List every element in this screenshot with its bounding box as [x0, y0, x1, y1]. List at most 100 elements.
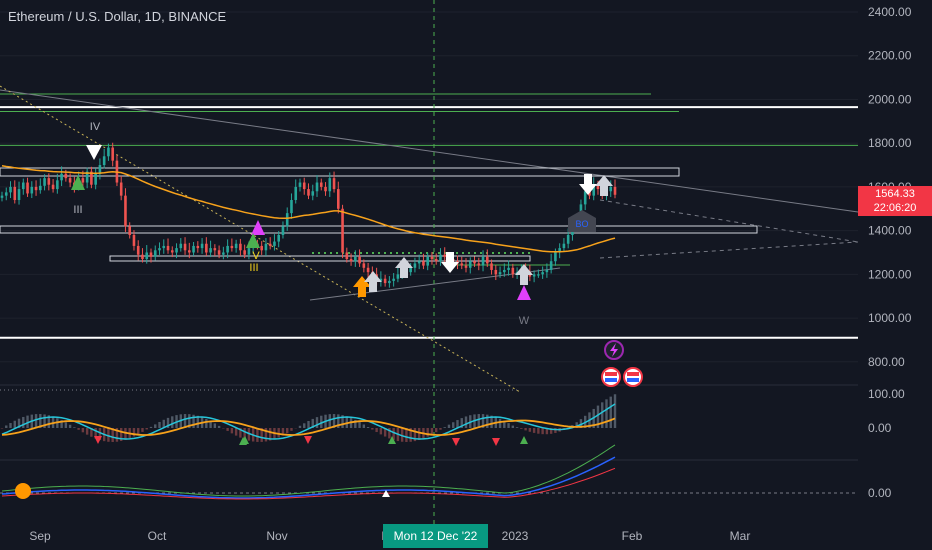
- osc1-histogram-bar: [154, 424, 157, 428]
- price-axis[interactable]: 2400.002200.002000.001800.001600.001400.…: [868, 5, 912, 500]
- price-tick-label: 800.00: [868, 355, 905, 369]
- candle-body: [145, 252, 149, 260]
- candle-body: [111, 147, 114, 161]
- candle-body: [234, 243, 238, 249]
- osc1-histogram-bar: [341, 415, 344, 428]
- osc1-histogram-bar: [205, 419, 208, 428]
- last-price: 1564.33: [875, 188, 915, 200]
- osc1-signal-triangle-icon: [304, 436, 312, 444]
- candle-body: [413, 263, 417, 268]
- sell-arrow-icon: [579, 174, 597, 195]
- osc1-histogram-bar: [579, 419, 583, 428]
- osc1-histogram-bar: [315, 417, 319, 428]
- osc1-histogram-bar: [26, 415, 29, 428]
- horizontal-levels: [0, 93, 858, 339]
- osc1-histogram-bar: [90, 428, 93, 437]
- osc2-line-2: [1, 456, 616, 499]
- candle-body: [26, 182, 29, 194]
- time-tick-label: Nov: [266, 529, 287, 543]
- osc1-histogram-bar: [609, 396, 612, 428]
- candle-body: [196, 245, 200, 249]
- osc1-histogram-bar: [0, 428, 4, 429]
- flag-stripe: [605, 378, 617, 382]
- candle-body: [128, 226, 132, 235]
- candle-body: [68, 178, 72, 183]
- candle-body: [341, 208, 344, 253]
- candle-body: [383, 278, 387, 284]
- candle-body: [85, 171, 89, 183]
- osc1-tick-label: 100.00: [868, 387, 905, 401]
- osc1-histogram-bar: [34, 414, 38, 428]
- osc1-histogram-bar: [345, 416, 349, 428]
- buy-arrow-icon: [364, 271, 382, 292]
- osc1-histogram-bar: [115, 428, 119, 442]
- time-tick-label: Mar: [730, 529, 751, 543]
- osc2-signal-triangle-icon: [382, 490, 390, 497]
- candle-body: [426, 256, 429, 266]
- osc2-line-1: [1, 444, 616, 497]
- osc1-histogram-bar: [605, 399, 608, 428]
- candle-body: [158, 248, 161, 251]
- osc1-histogram-bar: [307, 420, 310, 428]
- osc2-line-3: [1, 467, 616, 500]
- osc1-histogram-bar: [447, 424, 451, 428]
- osc1-histogram-bar: [281, 428, 285, 436]
- candle-body: [307, 189, 310, 196]
- resistance-box: [0, 167, 680, 177]
- dashed-projection: [599, 199, 859, 243]
- candle-body: [119, 182, 123, 196]
- trend-drawings: [0, 0, 859, 524]
- osc1-histogram-bar: [183, 414, 187, 428]
- osc1-histogram-bar: [290, 428, 293, 431]
- osc1-histogram-bar: [541, 428, 544, 435]
- osc1-histogram-bar: [537, 428, 540, 434]
- candle-body: [507, 267, 510, 270]
- candle-body: [613, 186, 617, 195]
- osc1-histogram-bar: [409, 428, 412, 442]
- osc1-histogram-bar: [430, 428, 434, 435]
- candle-body: [396, 274, 400, 279]
- osc1-histogram-bar: [22, 416, 25, 428]
- osc1-histogram-bar: [85, 428, 89, 435]
- osc1-histogram-bar: [498, 418, 502, 428]
- price-tick-label: 2000.00: [868, 92, 912, 106]
- price-tick-label: 1400.00: [868, 224, 912, 238]
- osc1-histogram-bar: [188, 414, 191, 428]
- candle-body: [490, 263, 493, 270]
- us-economic-event-icon: [601, 367, 621, 387]
- candlestick-series: [0, 142, 617, 288]
- candle-body: [473, 261, 476, 264]
- osc1-histogram-bar: [149, 426, 153, 428]
- osc1-histogram-bar: [141, 428, 144, 432]
- candle-body: [9, 186, 12, 193]
- osc1-histogram-bar: [192, 414, 195, 428]
- wave-label: IV: [90, 121, 101, 133]
- candle-body: [434, 259, 438, 262]
- breakout-marker-icon: [568, 210, 596, 232]
- candle-body: [281, 226, 285, 235]
- candle-body: [392, 278, 395, 281]
- osc1-signal-triangle-icon: [452, 438, 460, 446]
- candle-body: [124, 195, 127, 227]
- osc1-histogram-bar: [358, 422, 361, 428]
- candle-body: [583, 191, 587, 205]
- buy-arrow-icon: [595, 175, 613, 196]
- osc1-histogram-bar: [596, 405, 600, 428]
- candle-body: [290, 200, 293, 214]
- candle-body: [273, 241, 276, 246]
- osc1-histogram-bar: [332, 414, 336, 428]
- osc1-histogram-bar: [511, 425, 515, 428]
- us-economic-event-icon: [623, 367, 643, 387]
- candle-body: [47, 178, 51, 185]
- osc1-histogram-bar: [413, 428, 417, 442]
- dotted-trendline: [0, 85, 521, 393]
- candle-body: [264, 243, 268, 251]
- candle-body: [226, 245, 229, 253]
- candle-body: [481, 256, 485, 266]
- candle-body: [34, 186, 38, 191]
- candle-body: [43, 178, 46, 186]
- candle-body: [94, 173, 97, 185]
- candle-body: [64, 173, 68, 179]
